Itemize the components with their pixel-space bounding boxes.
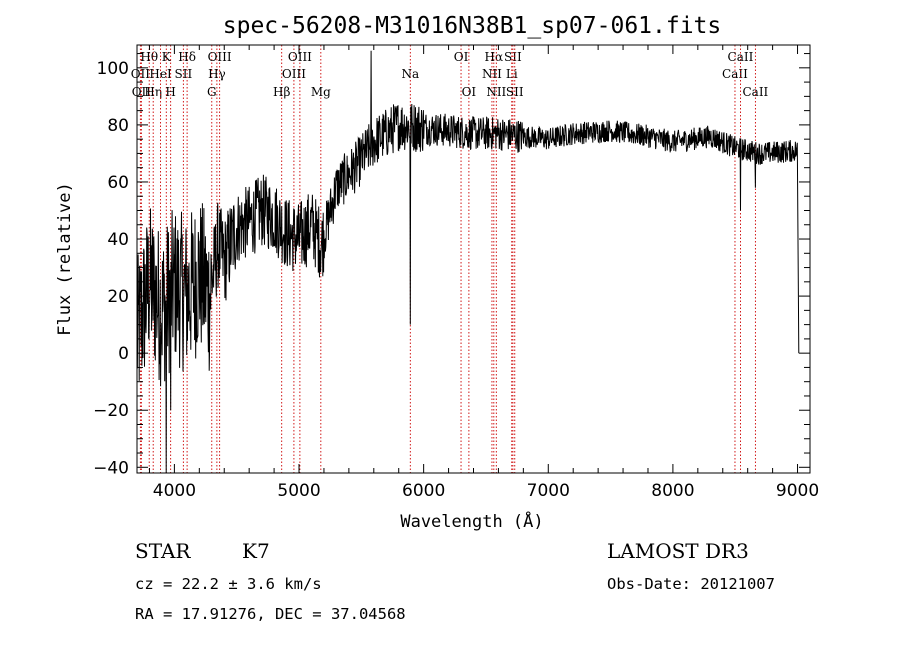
x-tick-label: 7000 — [527, 481, 570, 501]
line-marker-label: NII — [482, 67, 502, 81]
chart-title: spec-56208-M31016N38B1_sp07-061.fits — [223, 13, 722, 39]
line-marker-label: SII — [506, 85, 524, 99]
line-marker-label: OIII — [288, 50, 312, 64]
y-tick-label: 80 — [107, 116, 129, 136]
object-subclass: K7 — [242, 539, 270, 563]
x-tick-label: 9000 — [776, 481, 819, 501]
line-marker-label: Li — [506, 67, 518, 81]
line-marker-label: SII — [504, 50, 522, 64]
y-tick-label: 20 — [107, 287, 129, 307]
object-class: STAR — [135, 539, 191, 563]
plot-frame — [136, 44, 811, 474]
x-tick-label: 6000 — [402, 481, 445, 501]
line-marker-label: CaII — [722, 67, 748, 81]
line-marker-label: H — [165, 85, 175, 99]
line-marker-label: Hδ — [178, 50, 196, 64]
line-marker-label: OII — [131, 67, 151, 81]
line-marker-label: Hγ — [208, 67, 226, 81]
line-marker-label: CaII — [742, 85, 768, 99]
spectrum-series — [136, 50, 800, 474]
line-marker-label: Hθ — [140, 50, 158, 64]
y-tick-label: 0 — [118, 344, 129, 364]
line-marker-label: Na — [401, 67, 419, 81]
line-marker-label: SII — [175, 67, 193, 81]
line-marker-label: G — [207, 85, 217, 99]
x-tick-label: 8000 — [651, 481, 694, 501]
coordinates: RA = 17.91276, DEC = 37.04568 — [135, 605, 406, 623]
x-axis-label: Wavelength (Å) — [400, 510, 543, 532]
line-marker-label: Hη — [144, 85, 162, 99]
y-axis-label: Flux (relative) — [55, 182, 75, 336]
line-marker-label: OIII — [208, 50, 232, 64]
y-tick-label: 100 — [97, 59, 129, 79]
line-marker-label: Hα — [485, 50, 504, 64]
line-marker-label: OI — [454, 50, 469, 64]
line-marker-label: HeI — [149, 67, 172, 81]
line-marker-label: K — [162, 50, 172, 64]
y-tick-label: −20 — [93, 401, 129, 421]
y-tick-label: 40 — [107, 230, 129, 250]
line-marker-label: CaII — [728, 50, 754, 64]
line-marker-label: OI — [462, 85, 477, 99]
line-marker-label: Mg — [311, 85, 331, 99]
axis-ticks: 4000 5000 6000 7000 8000 9000 −40 −20 0 20 40 60 80 1… — [93, 45, 819, 501]
spectrum-line — [136, 50, 800, 474]
y-tick-label: 60 — [107, 173, 129, 193]
line-marker-label: OIII — [282, 67, 306, 81]
survey-name: LAMOST DR3 — [607, 539, 749, 563]
line-marker-label: Hβ — [273, 85, 290, 99]
y-tick-label: −40 — [93, 458, 129, 478]
obs-date: Obs-Date: 20121007 — [607, 575, 775, 593]
x-tick-label: 5000 — [277, 481, 320, 501]
line-marker-label: NII — [486, 85, 506, 99]
redshift-readout: cz = 22.2 ± 3.6 km/s — [135, 575, 322, 593]
x-tick-label: 4000 — [153, 481, 196, 501]
